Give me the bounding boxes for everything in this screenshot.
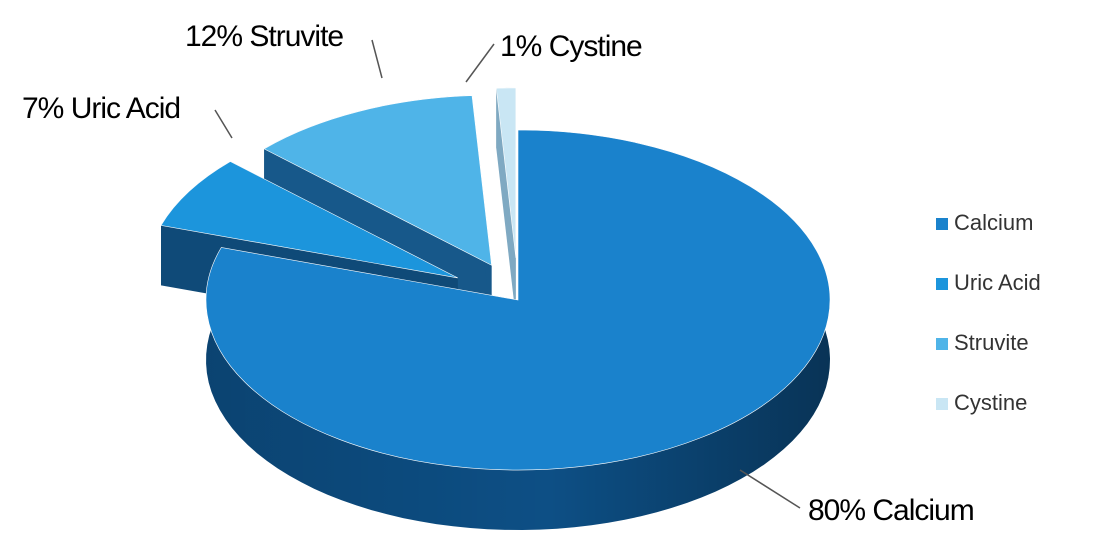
legend-swatch-cystine — [936, 398, 948, 410]
legend-swatch-struvite — [936, 338, 948, 350]
legend-label-uric-acid: Uric Acid — [954, 270, 1041, 295]
pie-slice-uric-acid — [160, 161, 458, 279]
legend-swatch-calcium — [936, 218, 948, 230]
leader-line-calcium — [739, 469, 801, 509]
pie-slice-struvite — [263, 95, 492, 266]
leader-line-uric-acid — [214, 109, 233, 139]
legend-label-struvite: Struvite — [954, 330, 1029, 355]
leader-line-struvite — [371, 39, 383, 79]
legend-label-cystine: Cystine — [954, 390, 1027, 415]
slice-label-struvite: 12% Struvite — [185, 20, 343, 53]
pie-slice-calcium — [205, 129, 831, 471]
pie-radial-wall-cystine-0 — [496, 88, 516, 318]
leader-line-cystine — [465, 43, 495, 83]
legend-swatch-uric-acid — [936, 278, 948, 290]
slice-label-calcium: 80% Calcium — [808, 494, 974, 527]
legend-label-calcium: Calcium — [954, 210, 1033, 235]
slice-label-cystine: 1% Cystine — [500, 30, 642, 63]
slice-label-uric-acid: 7% Uric Acid — [22, 92, 180, 125]
pie-slice-cystine — [495, 87, 517, 258]
